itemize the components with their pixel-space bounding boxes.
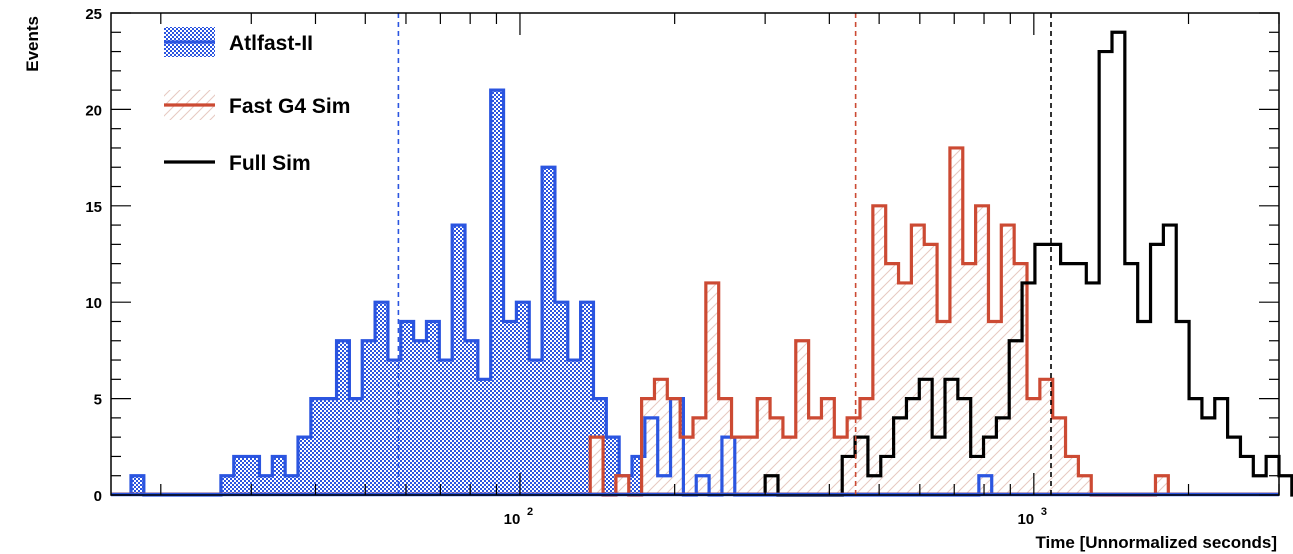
y-tick-label: 20	[85, 102, 102, 119]
y-tick-label: 15	[85, 199, 102, 216]
x-tick-label-exponent: 3	[1041, 506, 1047, 518]
x-axis-title: Time [Unnormalized seconds]	[1035, 533, 1277, 552]
y-tick-label: 0	[94, 488, 102, 505]
hist-outline-series-1	[588, 146, 1170, 497]
hist-fill-series-0	[131, 90, 992, 496]
y-tick-label: 5	[94, 392, 102, 409]
x-tick-label-exponent: 2	[527, 506, 533, 518]
y-axis: 0 5 10 15 20 25	[85, 6, 1279, 505]
legend: Atlfast-II Fast G4 Sim Full Sim	[164, 27, 350, 175]
hist-fill-series-1	[590, 147, 1169, 495]
legend-label: Atlfast-II	[229, 32, 313, 55]
legend-label: Full Sim	[229, 152, 311, 175]
x-tick-label: 10	[1017, 511, 1034, 528]
legend-entry-1: Fast G4 Sim	[164, 90, 350, 120]
plot-frame	[110, 12, 1280, 496]
histogram-fills	[131, 90, 1169, 496]
legend-entry-0: Atlfast-II	[164, 27, 313, 57]
y-tick-label: 10	[85, 295, 102, 312]
y-axis-title: Events	[23, 16, 42, 72]
y-tick-label: 25	[85, 6, 102, 23]
x-axis: 10 2 10 3	[160, 13, 1280, 528]
plot-area	[111, 13, 1293, 497]
legend-entry-2: Full Sim	[164, 152, 311, 175]
hist-outline-series-2	[763, 30, 1293, 497]
legend-label: Fast G4 Sim	[229, 95, 350, 118]
x-tick-label: 10	[504, 511, 521, 528]
